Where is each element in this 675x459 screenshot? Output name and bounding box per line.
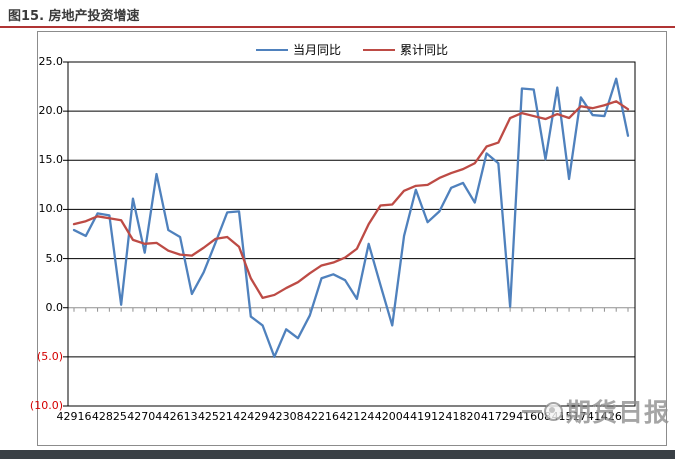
y-axis-label: 5.0: [45, 251, 64, 265]
legend-line-swatch-blue: [255, 48, 288, 51]
x-axis-label: 42429: [233, 410, 269, 423]
footer-bar: [0, 450, 675, 459]
plot-border: [67, 61, 636, 407]
x-axis-label: 41912: [410, 410, 446, 423]
legend-line-swatch-red: [363, 48, 395, 51]
y-axis-label: 15.0: [38, 153, 64, 167]
x-axis-label: 41608: [516, 410, 552, 423]
x-axis-label: 42704: [127, 410, 163, 423]
title-underline: [0, 26, 675, 28]
chart-legend: 当月同比 累计同比: [38, 41, 666, 58]
page-title: 图15. 房地产投资增速: [8, 9, 140, 24]
y-axis-label: 10.0: [38, 202, 64, 216]
y-axis-label: 0.0: [45, 300, 64, 314]
y-axis-label: (10.0): [29, 399, 63, 412]
x-axis-label: 42825: [91, 410, 127, 423]
x-axis-label: 42521: [197, 410, 233, 423]
x-axis-label: 41729: [480, 410, 516, 423]
x-axis-label: 42916: [56, 410, 92, 423]
legend-label: 累计同比: [400, 43, 449, 57]
watermark-text: 期货日报: [566, 398, 671, 427]
legend-item-monthly-yoy: 当月同比: [255, 41, 341, 58]
x-axis-label: 42004: [374, 410, 410, 423]
x-axis-label: 42613: [162, 410, 198, 423]
y-axis-label: 20.0: [38, 104, 64, 118]
watermark-logo-icon: [544, 401, 563, 421]
legend-label: 当月同比: [292, 43, 341, 57]
legend-item-cumulative-yoy: 累计同比: [363, 41, 448, 58]
x-axis-label: 42124: [339, 410, 375, 423]
watermark-dash: [522, 409, 542, 413]
series-line-monthly-yoy: [72, 77, 630, 359]
y-axis-label: (5.0): [36, 349, 63, 363]
x-axis-label: 42216: [304, 410, 340, 423]
x-axis-label: 41426: [586, 410, 622, 423]
y-axis-label: 25.0: [38, 55, 64, 68]
x-axis-label: 41820: [445, 410, 481, 423]
x-axis-label: 42308: [268, 410, 304, 423]
series-line-cumulative-yoy: [72, 100, 630, 300]
watermark: 期货日报: [522, 393, 670, 429]
